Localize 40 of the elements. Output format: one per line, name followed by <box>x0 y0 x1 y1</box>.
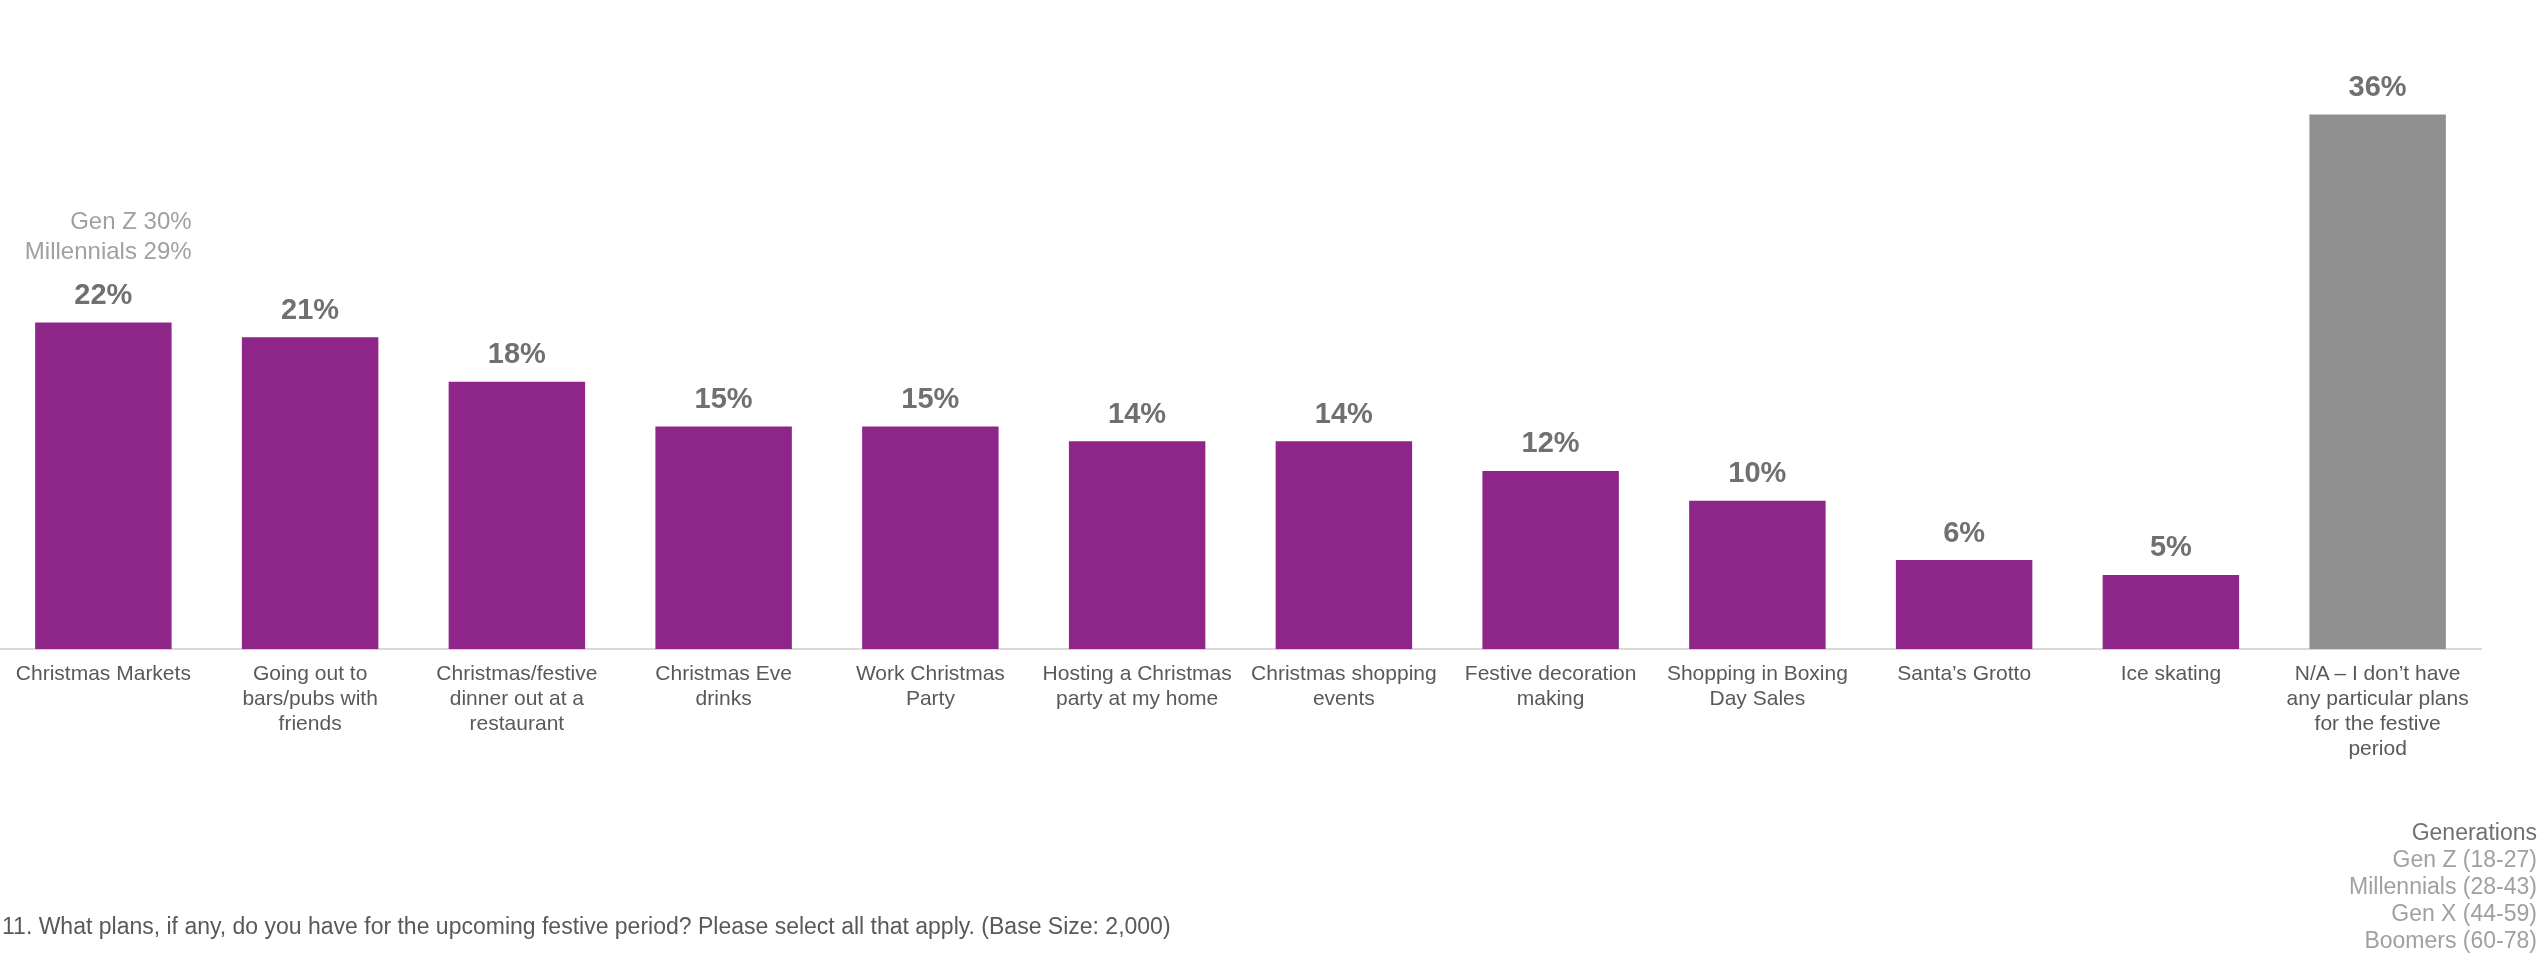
legend-title: Generations <box>2410 819 2537 846</box>
x-tick-label: Christmas Eve drinks <box>655 660 792 709</box>
data-label: 21% <box>281 292 340 325</box>
text: 11. What plans, if any, do you have for the upcoming festive period? Please select all that apply. (Base Size: 2,000) <box>2 913 1171 940</box>
data-label: 10% <box>1728 456 1787 489</box>
x-tick-label: Festive decoration making <box>1464 660 1637 709</box>
x-tick-label: Christmas Markets <box>15 660 191 684</box>
data-label: 5% <box>2149 530 2193 563</box>
text: Gen Z (18-27) Millennials (28-43) Gen X (44-59) Boomers (60-78) <box>2349 846 2537 954</box>
x-tick-label: Christmas shopping events <box>1251 660 1437 709</box>
data-label: 14% <box>1314 396 1374 429</box>
data-label: 36% <box>2348 69 2407 102</box>
x-tick-label: Christmas/festive dinner out at a restaurant <box>436 660 598 734</box>
data-label: 15% <box>901 381 960 414</box>
bar <box>241 337 379 650</box>
x-tick-label: N/A – I don’t have any particular plans for the festive period <box>2286 660 2469 760</box>
x-tick-label: Going out to bars/pubs with friends <box>242 660 378 734</box>
bar <box>2309 114 2446 650</box>
data-label: 14% <box>1108 396 1167 429</box>
bar <box>655 426 792 650</box>
data-label: 12% <box>1521 426 1580 459</box>
data-label: 22% <box>74 277 133 310</box>
bar <box>1275 441 1413 650</box>
bar <box>1482 470 1619 650</box>
x-tick-label: Shopping in Boxing Day Sales <box>1666 660 1848 709</box>
bar <box>1895 560 2033 650</box>
x-tick-label: Hosting a Christmas party at my home <box>1042 660 1232 709</box>
bar <box>1689 500 1826 650</box>
bar <box>448 381 586 650</box>
bar <box>2102 574 2240 650</box>
bar <box>862 426 999 650</box>
data-label: 15% <box>694 381 753 414</box>
bar <box>35 322 172 650</box>
x-tick-label: Work Christmas Party <box>855 660 1005 709</box>
annotation: Gen Z 30% Millennials 29% <box>24 207 192 265</box>
bar <box>1068 441 1206 650</box>
data-label: 6% <box>1943 515 1986 548</box>
x-tick-label: Santa’s Grotto <box>1897 660 2032 684</box>
data-label: 18% <box>487 337 547 370</box>
x-tick-label: Ice skating <box>2120 660 2222 684</box>
